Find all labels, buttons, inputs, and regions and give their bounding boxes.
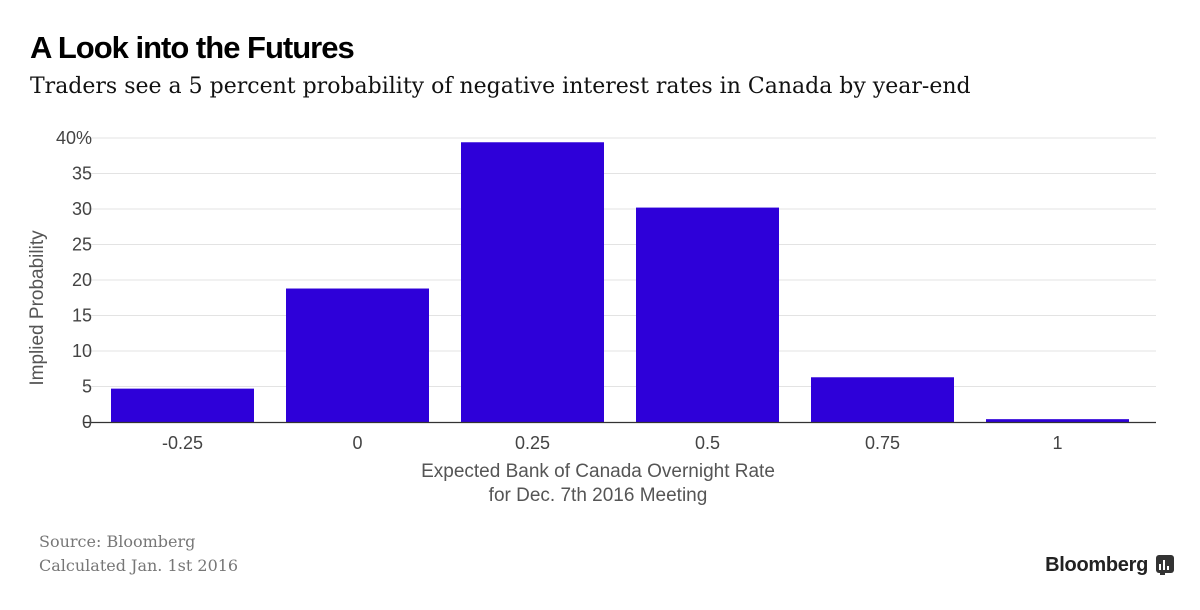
chart-title: A Look into the Futures — [30, 30, 355, 65]
x-tick-label: 0 — [352, 433, 362, 453]
chart-icon — [1156, 555, 1174, 575]
bar — [286, 288, 429, 422]
gridlines — [84, 137, 1156, 387]
bar — [111, 388, 254, 422]
chart-subtitle: Traders see a 5 percent probability of n… — [30, 74, 971, 99]
x-axis-ticks: -0.25 0 0.25 0.5 0.75 1 — [162, 433, 1063, 453]
bar — [461, 142, 604, 422]
y-axis-ticks: 0 5 10 15 20 25 30 35 40% — [56, 128, 92, 432]
x-tick-label: 0.25 — [515, 433, 550, 453]
calculated-note: Calculated Jan. 1st 2016 — [39, 556, 239, 575]
x-tick-label: -0.25 — [162, 433, 203, 453]
y-axis-title: Implied Probability — [27, 230, 48, 386]
y-tick-label: 15 — [72, 306, 92, 326]
bar-chart: 0 5 10 15 20 25 30 35 40% -0.25 0 0.25 0.5 0.75 1 Imp… — [27, 128, 1156, 506]
bar — [636, 207, 779, 422]
y-tick-label: 40% — [56, 128, 92, 148]
y-tick-label: 25 — [72, 235, 92, 255]
x-tick-label: 1 — [1052, 433, 1062, 453]
bar — [811, 377, 954, 422]
bars — [111, 142, 1129, 422]
source-note: Source: Bloomberg — [39, 532, 196, 551]
x-tick-label: 0.75 — [865, 433, 900, 453]
x-tick-label: 0.5 — [695, 433, 720, 453]
x-axis-title-line-1: Expected Bank of Canada Overnight Rate — [421, 461, 775, 482]
y-tick-label: 20 — [72, 270, 92, 290]
bloomberg-logo: Bloomberg — [1045, 554, 1148, 576]
y-tick-label: 30 — [72, 199, 92, 219]
y-tick-label: 35 — [72, 164, 92, 184]
y-tick-label: 10 — [72, 341, 92, 361]
y-tick-label: 5 — [82, 377, 92, 397]
x-axis-title-line-2: for Dec. 7th 2016 Meeting — [489, 485, 708, 506]
y-tick-label: 0 — [82, 412, 92, 432]
bar — [986, 419, 1129, 422]
